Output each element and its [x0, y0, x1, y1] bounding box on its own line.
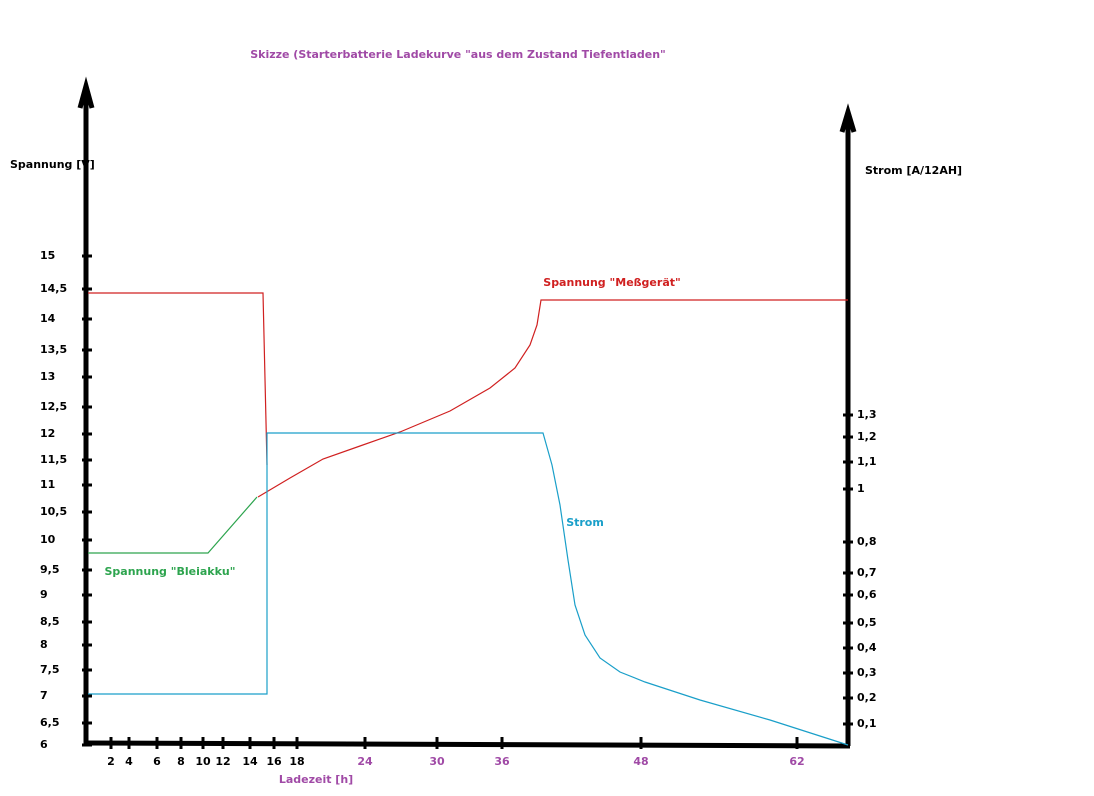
- left-tick-label: 9,5: [40, 563, 60, 576]
- left-tick-label: 10,5: [40, 505, 67, 518]
- title: Skizze (Starterbatterie Ladekurve "aus d…: [250, 48, 666, 61]
- curve-messgeraet: [257, 299, 848, 498]
- right-tick-label: 0,6: [857, 588, 877, 601]
- curve-messgeraet: [88, 292, 268, 466]
- right-tick-label: 1: [857, 482, 865, 495]
- x-tick-label: 10: [195, 755, 211, 768]
- left-tick-label: 14: [40, 312, 56, 325]
- left-tick-label: 8,5: [40, 615, 60, 628]
- x-axis-label: Ladezeit [h]: [279, 773, 353, 786]
- arrow: [839, 103, 857, 133]
- right-tick-label: 1,1: [857, 455, 877, 468]
- curve-strom: [88, 432, 849, 746]
- x-tick-label: 12: [215, 755, 230, 768]
- x-tick-label: 62: [789, 755, 804, 768]
- x-tick-label: 18: [289, 755, 304, 768]
- left-tick-label: 10: [40, 533, 56, 546]
- right-tick-label: 0,7: [857, 566, 877, 579]
- right-tick-label: 0,2: [857, 691, 877, 704]
- curve-label: Strom: [566, 516, 604, 529]
- left-axis-label: Spannung [V]: [10, 158, 95, 171]
- x-tick-label: 4: [125, 755, 133, 768]
- curve-label: Spannung "Bleiakku": [105, 565, 236, 578]
- labels: Skizze (Starterbatterie Ladekurve "aus d…: [10, 48, 962, 786]
- x-tick-label: 2: [107, 755, 115, 768]
- left-tick-label: 6: [40, 738, 48, 751]
- right-tick-label: 0,4: [857, 641, 877, 654]
- left-tick-label: 15: [40, 249, 55, 262]
- right-tick-label: 0,8: [857, 535, 877, 548]
- arrow: [77, 76, 95, 109]
- bottom-axis: [83, 740, 851, 749]
- right-tick-label: 0,1: [857, 717, 877, 730]
- x-tick-label: 36: [494, 755, 510, 768]
- left-tick-label: 6,5: [40, 716, 60, 729]
- left-tick-label: 13,5: [40, 343, 67, 356]
- right-axis-label: Strom [A/12AH]: [865, 164, 962, 177]
- x-tick-label: 48: [633, 755, 648, 768]
- x-tick-label: 8: [177, 755, 185, 768]
- left-tick-label: 11,5: [40, 453, 67, 466]
- left-tick-label: 12,5: [40, 400, 67, 413]
- curve-bleiakku: [88, 496, 258, 554]
- right-tick-label: 0,3: [857, 666, 877, 679]
- x-tick-label: 14: [242, 755, 258, 768]
- left-tick-label: 11: [40, 478, 55, 491]
- x-tick-label: 6: [153, 755, 161, 768]
- right-tick-label: 1,2: [857, 430, 877, 443]
- left-tick-label: 8: [40, 638, 48, 651]
- left-tick-label: 12: [40, 427, 55, 440]
- axes: [77, 76, 857, 749]
- left-tick-label: 9: [40, 588, 48, 601]
- x-tick-label: 16: [266, 755, 282, 768]
- curve-label: Spannung "Meßgerät": [543, 276, 680, 289]
- right-tick-label: 1,3: [857, 408, 877, 421]
- x-tick-label: 24: [357, 755, 373, 768]
- left-tick-label: 14,5: [40, 282, 67, 295]
- x-tick-label: 30: [429, 755, 445, 768]
- left-tick-label: 7,5: [40, 663, 60, 676]
- left-tick-label: 13: [40, 370, 55, 383]
- right-tick-label: 0,5: [857, 616, 877, 629]
- left-tick-label: 7: [40, 689, 48, 702]
